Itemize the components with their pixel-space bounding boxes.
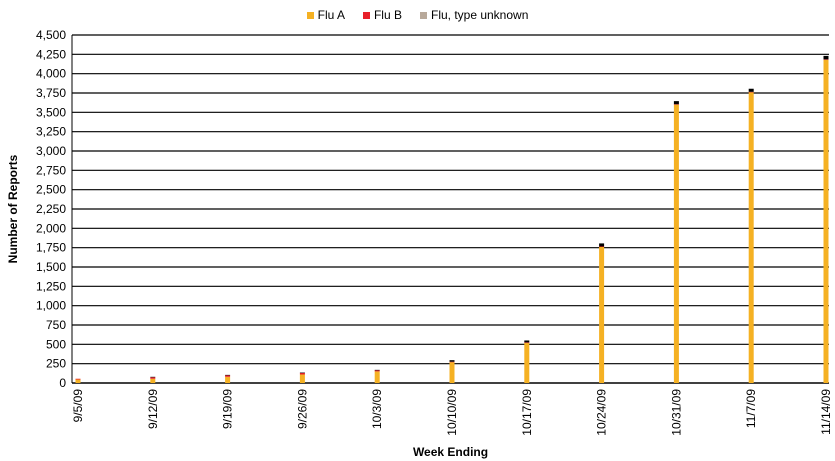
y-tick-label: 250 xyxy=(46,357,66,371)
legend-item-flu-unknown: Flu, type unknown xyxy=(419,8,529,22)
bar-segment-flu-b xyxy=(299,372,305,375)
bar-segment-flu-a xyxy=(524,342,530,383)
bar-segment-flu-b xyxy=(75,378,81,380)
bar-segment-flu-b xyxy=(823,59,829,60)
bar-segment-flu-a xyxy=(75,379,81,383)
grid-lines xyxy=(72,34,829,384)
legend-label-flu-unknown: Flu, type unknown xyxy=(430,8,529,22)
y-tick-label: 2,500 xyxy=(36,183,66,197)
y-tick-label: 1,000 xyxy=(36,299,66,313)
y-tick-labels: 0 250 500 750 1,000 1,250 1,500 1,750 2,000 2,250… xyxy=(36,28,66,390)
x-tick-label: 9/12/09 xyxy=(146,389,160,429)
bar-segment-flu-unknown xyxy=(299,372,305,374)
legend-swatch-flu-b xyxy=(362,11,370,19)
y-tick-label: 2,750 xyxy=(36,163,66,177)
x-axis-title: Week Ending xyxy=(413,445,488,459)
legend-swatch-flu-unknown xyxy=(419,11,427,19)
legend-label-flu-a: Flu A xyxy=(317,8,345,22)
x-tick-labels: 9/5/09 9/12/09 9/19/09 9/26/09 10/3/09 10/10/… xyxy=(71,389,833,436)
y-tick-label: 2,250 xyxy=(36,202,66,216)
legend-label-flu-b: Flu B xyxy=(373,8,402,22)
y-tick-label: 4,500 xyxy=(36,28,66,42)
y-tick-label: 750 xyxy=(46,318,66,332)
bar-segment-flu-unknown xyxy=(374,369,380,371)
bar-segment-flu-unknown xyxy=(449,360,455,362)
y-tick-label: 3,250 xyxy=(36,125,66,139)
bar-segment-flu-a xyxy=(748,92,754,383)
bar-segment-flu-unknown xyxy=(150,376,156,378)
x-tick-label: 9/19/09 xyxy=(221,389,235,429)
x-tick-label: 9/5/09 xyxy=(71,389,85,423)
y-tick-label: 1,750 xyxy=(36,241,66,255)
y-tick-label: 1,250 xyxy=(36,279,66,293)
y-tick-label: 0 xyxy=(59,376,66,390)
bar-segment-flu-unknown xyxy=(225,374,231,376)
y-axis-title: Number of Reports xyxy=(6,154,20,263)
legend-item-flu-b: Flu B xyxy=(362,8,402,22)
bar-marks xyxy=(75,55,829,383)
legend-item-flu-a: Flu A xyxy=(306,8,345,22)
bar-segment-flu-unknown xyxy=(673,101,679,105)
x-tick-label: 10/17/09 xyxy=(520,389,534,436)
y-tick-label: 1,500 xyxy=(36,260,66,274)
bar-segment-flu-b xyxy=(374,370,380,372)
x-tick-label: 10/24/09 xyxy=(595,389,609,436)
bar-segment-flu-unknown xyxy=(524,340,530,343)
x-tick-label: 10/10/09 xyxy=(445,389,459,436)
bar-segment-flu-a xyxy=(225,376,231,383)
bar-segment-flu-b xyxy=(673,104,679,105)
x-tick-label: 11/14/09 xyxy=(819,389,833,435)
bar-segment-flu-a xyxy=(374,371,380,383)
y-tick-label: 3,000 xyxy=(36,144,66,158)
bar-segment-flu-b xyxy=(150,377,156,379)
y-tick-label: 2,000 xyxy=(36,221,66,235)
bar-segment-flu-a xyxy=(673,104,679,383)
bar-segment-flu-b xyxy=(748,91,754,93)
x-tick-label: 10/3/09 xyxy=(370,389,384,429)
bar-segment-flu-b xyxy=(599,246,605,248)
y-tick-label: 3,500 xyxy=(36,105,66,119)
x-tick-label: 10/31/09 xyxy=(669,389,683,436)
bar-segment-flu-unknown xyxy=(823,55,829,60)
legend-swatch-flu-a xyxy=(306,11,314,19)
bar-segment-flu-b xyxy=(225,375,231,377)
y-tick-label: 4,000 xyxy=(36,67,66,81)
bar-segment-flu-unknown xyxy=(748,88,754,92)
bar-segment-flu-b xyxy=(524,342,530,343)
bar-segment-flu-b xyxy=(449,361,455,363)
bar-segment-flu-unknown xyxy=(599,243,605,247)
x-tick-label: 9/26/09 xyxy=(295,389,309,429)
chart-legend: Flu A Flu B Flu, type unknown xyxy=(0,8,835,22)
bar-segment-flu-a xyxy=(299,374,305,383)
y-tick-label: 3,750 xyxy=(36,86,66,100)
bar-segment-flu-a xyxy=(449,362,455,383)
y-tick-label: 500 xyxy=(46,337,66,351)
bar-segment-flu-a xyxy=(823,59,829,383)
bar-segment-flu-a xyxy=(599,246,605,383)
bar-segment-flu-a xyxy=(150,378,156,383)
x-tick-label: 11/7/09 xyxy=(744,389,758,428)
y-tick-label: 4,250 xyxy=(36,47,66,61)
